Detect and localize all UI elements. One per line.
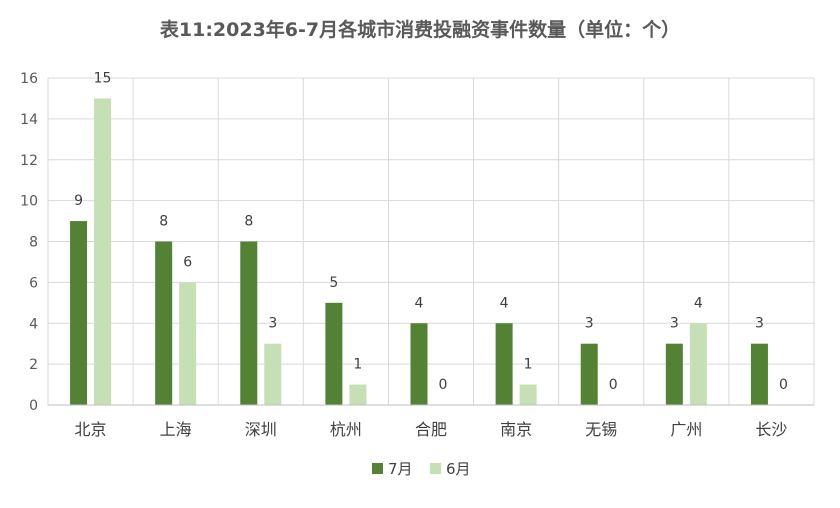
bar-jul-6 <box>580 343 598 405</box>
chart-title: 表11:2023年6-7月各城市消费投融资事件数量（单位：个） <box>160 18 680 41</box>
data-label: 3 <box>755 316 764 332</box>
data-label: 9 <box>74 193 83 209</box>
y-axis: 0 2 4 6 8 10 12 14 16 <box>20 71 38 414</box>
data-label: 3 <box>670 316 679 332</box>
data-label: 3 <box>585 316 594 332</box>
y-tick-label: 0 <box>29 398 38 414</box>
data-label: 8 <box>244 214 253 230</box>
bar-jul-2 <box>240 241 258 405</box>
data-label: 4 <box>694 295 703 311</box>
data-label: 3 <box>268 316 277 332</box>
bar-jun-7 <box>689 323 707 405</box>
legend-swatch <box>430 463 441 474</box>
data-label: 15 <box>94 70 112 86</box>
bar-jul-1 <box>155 241 173 405</box>
data-label: 0 <box>439 377 448 393</box>
y-tick-label: 14 <box>20 112 38 128</box>
bar-jul-8 <box>750 343 768 405</box>
bar-jun-5 <box>519 384 537 405</box>
y-tick-label: 16 <box>20 71 38 87</box>
y-tick-label: 2 <box>29 357 38 373</box>
x-tick-label: 南京 <box>500 420 532 439</box>
bar-jul-0 <box>70 221 88 405</box>
data-label: 6 <box>183 254 192 270</box>
bar-jul-3 <box>325 302 343 405</box>
data-label: 1 <box>524 357 533 373</box>
grid <box>47 77 815 406</box>
y-tick-label: 8 <box>29 235 38 251</box>
x-tick-label: 合肥 <box>415 420 447 439</box>
y-tick-label: 4 <box>29 316 38 332</box>
data-label: 8 <box>159 214 168 230</box>
data-label: 4 <box>415 295 424 311</box>
bar-jun-1 <box>179 282 197 405</box>
x-tick-label: 长沙 <box>755 420 787 439</box>
x-tick-label: 北京 <box>75 420 107 439</box>
x-tick-label: 广州 <box>670 420 702 439</box>
data-label: 0 <box>779 377 788 393</box>
legend-label: 7月 <box>388 460 413 478</box>
data-label: 0 <box>609 377 618 393</box>
data-label: 1 <box>353 357 362 373</box>
bar-jun-2 <box>264 343 282 405</box>
x-tick-label: 杭州 <box>330 420 362 439</box>
x-axis: 北京 上海 深圳 杭州 合肥 南京 无锡 广州 长沙 <box>48 404 814 439</box>
legend-swatch <box>372 463 383 474</box>
bar-jul-4 <box>410 323 428 405</box>
y-tick-label: 6 <box>29 275 38 291</box>
data-label: 5 <box>329 275 338 291</box>
y-tick-label: 12 <box>20 153 38 169</box>
y-tick-label: 10 <box>20 194 38 210</box>
legend-label: 6月 <box>446 460 471 478</box>
x-tick-label: 上海 <box>160 420 192 439</box>
bar-jul-5 <box>495 323 513 405</box>
x-tick-label: 无锡 <box>585 420 617 439</box>
bar-jul-7 <box>665 343 683 405</box>
data-label: 4 <box>500 295 509 311</box>
x-tick-label: 深圳 <box>245 420 277 439</box>
legend: 7月 6月 <box>372 460 471 478</box>
bar-jun-3 <box>349 384 367 405</box>
bar-jun-0 <box>94 98 112 405</box>
